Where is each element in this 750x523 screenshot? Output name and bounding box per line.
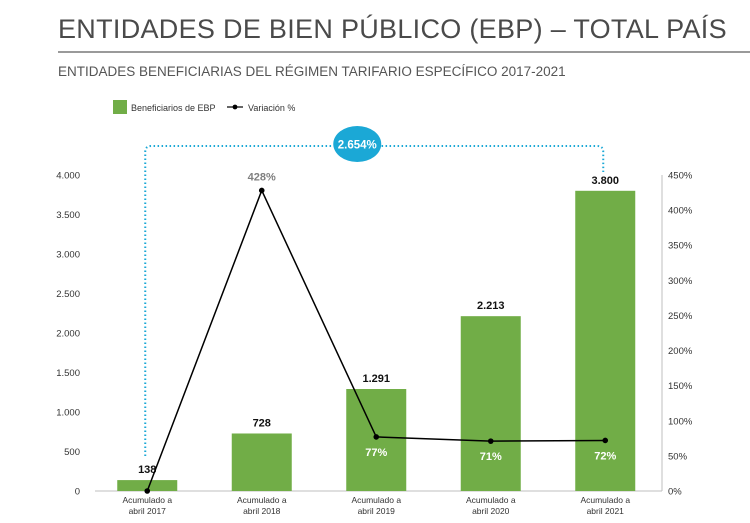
y-right-tick-label: 100%: [668, 416, 693, 427]
variation-point: [373, 434, 380, 440]
y-right-tick-label: 50%: [668, 451, 688, 462]
x-tick-label: abril 2017: [129, 506, 167, 516]
y-right-tick-label: 450%: [668, 171, 693, 182]
x-tick-label: abril 2020: [472, 506, 510, 516]
y-left-tick-label: 0: [75, 487, 80, 498]
x-tick-label: Acumulado a: [466, 495, 516, 505]
y-left-tick-label: 3.500: [56, 210, 80, 221]
variation-value-label: 428%: [248, 171, 276, 183]
y-left-tick-label: 2.000: [56, 329, 80, 340]
x-tick-label: abril 2019: [358, 506, 396, 516]
bar-value-label: 3.800: [591, 175, 619, 187]
x-tick-label: abril 2021: [587, 506, 625, 516]
bar: [117, 480, 178, 491]
bar: [231, 433, 292, 491]
bar-value-label: 2.213: [477, 300, 505, 312]
y-right-tick-label: 200%: [668, 346, 693, 357]
x-tick-label: Acumulado a: [122, 495, 172, 505]
x-tick-label: abril 2018: [243, 506, 281, 516]
annotation-badge: [333, 126, 382, 162]
y-right-tick-label: 400%: [668, 206, 693, 217]
y-left-tick-label: 4.000: [56, 171, 80, 182]
y-right-tick-label: 150%: [668, 381, 693, 392]
legend-bar-label: Beneficiarios de EBP: [131, 103, 216, 113]
variation-value-label: 71%: [480, 451, 502, 463]
bar-value-label: 728: [253, 417, 271, 429]
y-left-tick-label: 3.000: [56, 250, 80, 261]
bar: [346, 389, 407, 491]
title-divider: [58, 51, 750, 53]
bar: [575, 190, 636, 492]
variation-value-label: 77%: [365, 447, 387, 459]
legend-line-label: Variación %: [248, 103, 295, 113]
x-tick-label: Acumulado a: [237, 495, 287, 505]
page-title: ENTIDADES DE BIEN PÚBLICO (EBP) – TOTAL …: [58, 14, 727, 44]
y-left-tick-label: 2.500: [56, 289, 80, 300]
bar-value-label: 1.291: [362, 373, 390, 385]
page-subtitle: ENTIDADES BENEFICIARIAS DEL RÉGIMEN TARI…: [58, 64, 566, 79]
y-left-tick-label: 1.000: [56, 408, 80, 419]
variation-value-label: 72%: [594, 450, 616, 462]
x-tick-label: Acumulado a: [351, 495, 401, 505]
annotation-badge-label: 2.654%: [338, 140, 377, 152]
variation-point: [144, 488, 151, 494]
y-right-tick-label: 300%: [668, 276, 693, 287]
bar-value-label: 138: [138, 464, 156, 476]
variation-point: [602, 437, 609, 444]
variation-point: [258, 187, 265, 194]
bar: [460, 316, 521, 491]
y-right-tick-label: 350%: [668, 241, 693, 252]
y-left-tick-label: 1.500: [56, 368, 80, 379]
legend-line-marker: [232, 104, 238, 110]
y-right-tick-label: 250%: [668, 311, 693, 322]
y-right-tick-label: 0%: [668, 487, 682, 498]
variation-point: [487, 438, 494, 444]
y-left-tick-label: 500: [64, 447, 80, 458]
legend-bar-swatch: [113, 100, 127, 114]
x-tick-label: Acumulado a: [580, 495, 630, 505]
